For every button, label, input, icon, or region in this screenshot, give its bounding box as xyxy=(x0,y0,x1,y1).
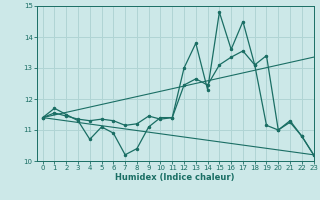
X-axis label: Humidex (Indice chaleur): Humidex (Indice chaleur) xyxy=(116,173,235,182)
